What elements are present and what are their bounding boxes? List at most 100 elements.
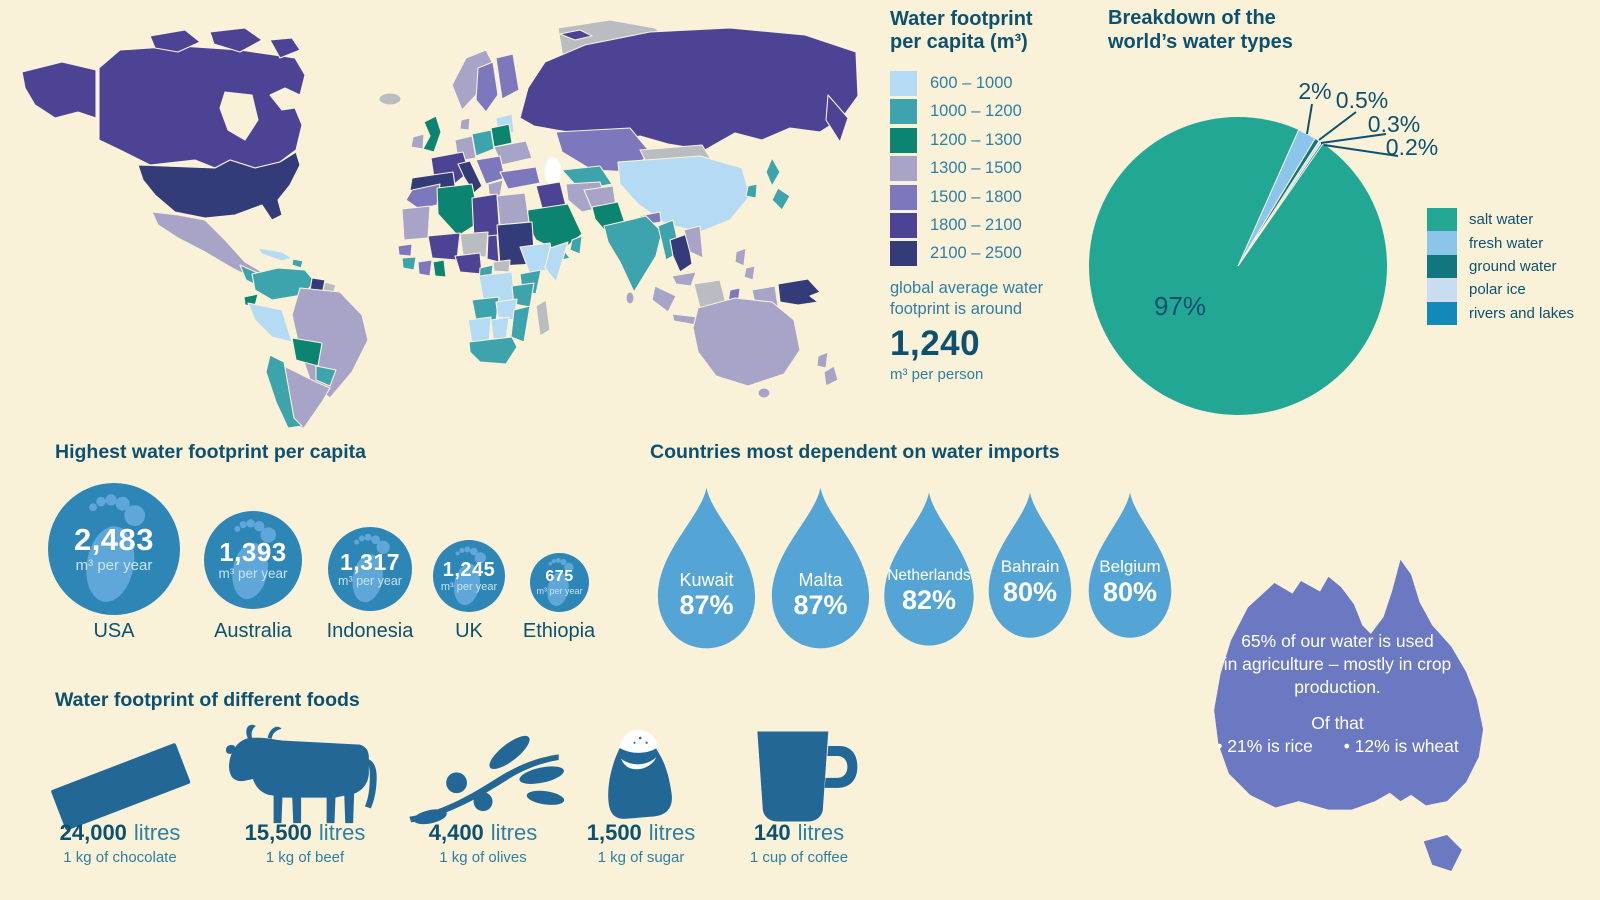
bullet-wheat: • 12% is wheat xyxy=(1343,736,1459,756)
footprint-circle-uk: 1,245 m³ per year xyxy=(433,540,505,612)
food-caption-sugar: 1 kg of sugar xyxy=(597,849,685,866)
food-number: 140 xyxy=(753,820,791,845)
food-number: 15,500 xyxy=(244,820,312,845)
foods-heading: Water footprint of different foods xyxy=(55,689,360,711)
drop-icon xyxy=(988,492,1072,638)
pie-legend: salt water fresh water ground water pola… xyxy=(1427,208,1574,325)
food-value-beef: 15,500 litres xyxy=(215,820,395,846)
legend-swatch xyxy=(890,241,917,267)
drop-country: Bahrain xyxy=(1000,557,1060,577)
food-caption-coffee: 1 cup of coffee xyxy=(749,849,849,866)
pie-legend-label: salt water xyxy=(1469,211,1534,229)
legend-range-label: 600 – 1000 xyxy=(930,74,1013,92)
pie-label-ground: 0.5% xyxy=(1336,87,1388,113)
drop-icon xyxy=(884,492,974,646)
footprint-country-indonesia: Indonesia xyxy=(326,620,414,642)
food-number: 1,500 xyxy=(586,820,642,845)
legend-swatch xyxy=(890,184,917,210)
legend-range-label: 1500 – 1800 xyxy=(930,187,1022,206)
food-caption-olives: 1 kg of olives xyxy=(439,849,527,866)
legend-item: 1500 – 1800 xyxy=(890,184,1100,210)
footprint-value: 1,317 xyxy=(339,548,401,575)
legend-swatch xyxy=(890,127,917,153)
footprint-circle-ethiopia: 675 m³ per year xyxy=(530,553,589,612)
pie-legend-swatch xyxy=(1427,231,1457,255)
legend-swatch xyxy=(890,156,917,182)
pie-label-fresh: 2% xyxy=(1298,78,1331,104)
drop-percent: 80% xyxy=(1102,576,1158,607)
footprint-unit: m³ per year xyxy=(218,566,288,582)
legend-item: 1800 – 2100 xyxy=(890,212,1100,238)
footprint-circle-indonesia: 1,317 m³ per year xyxy=(328,527,412,611)
food-value-sugar: 1,500 litres xyxy=(551,820,731,846)
pie-legend-swatch xyxy=(1427,301,1457,325)
continent-africa xyxy=(397,183,569,365)
world-map-choropleth xyxy=(21,19,859,429)
food-value-chocolate: 24,000 litres xyxy=(30,820,210,846)
australia-line: production. xyxy=(1294,677,1381,697)
legend-range-label: 1000 – 1200 xyxy=(930,102,1022,121)
footprint-country-australia: Australia xyxy=(214,620,292,642)
pie-label-salt: 97% xyxy=(1154,291,1206,321)
pie-legend-item: fresh water xyxy=(1427,231,1574,255)
food-number: 24,000 xyxy=(59,820,127,845)
footprints-heading: Highest water footprint per capita xyxy=(55,441,366,463)
footprint-icon xyxy=(352,533,390,603)
food-unit: litres xyxy=(648,820,696,845)
water-drop-kuwait: Kuwait 87% xyxy=(650,484,763,652)
water-drop-belgium: Belgium 80% xyxy=(1082,489,1178,641)
water-drop-malta: Malta 87% xyxy=(764,484,877,652)
food-caption-chocolate: 1 kg of chocolate xyxy=(63,849,177,866)
map-legend-items: 600 – 1000 1000 – 1200 1200 – 1300 1300 … xyxy=(890,71,1100,267)
food-unit: litres xyxy=(490,820,538,845)
footprint-icon xyxy=(546,557,574,606)
global-average-note: global average water footprint is around xyxy=(890,279,1044,319)
pie-legend-label: polar ice xyxy=(1469,281,1526,299)
food-value-olives: 4,400 litres xyxy=(393,820,573,846)
pie-legend-label: ground water xyxy=(1469,257,1557,275)
drop-percent: 87% xyxy=(793,590,848,621)
drop-icon xyxy=(657,487,756,649)
australia-line: in agriculture – mostly in crop xyxy=(1223,654,1452,674)
pie-label-rivers: 0.2% xyxy=(1386,134,1438,160)
map-legend-title: Water footprint per capita (m³) xyxy=(890,8,1033,53)
legend-range-label: 2100 – 2500 xyxy=(930,244,1022,263)
legend-item: 1200 – 1300 xyxy=(890,127,1100,153)
australia-shape xyxy=(1214,559,1484,872)
footprint-icon xyxy=(232,519,276,599)
continent-europe xyxy=(409,49,533,201)
drop-country: Netherlands xyxy=(887,567,971,585)
footprint-circle-australia: 1,393 m³ per year xyxy=(204,511,302,609)
footprint-country-uk: UK xyxy=(455,620,483,642)
continent-asia xyxy=(499,27,859,327)
footprint-value: 675 xyxy=(545,568,574,586)
drop-country: Malta xyxy=(798,569,843,590)
legend-swatch xyxy=(890,99,917,125)
legend-range-label: 1300 – 1500 xyxy=(930,159,1022,178)
australia-line: 65% of our water is used xyxy=(1241,631,1434,651)
global-average-value: 1,240 xyxy=(890,324,981,364)
continent-south-america xyxy=(243,267,369,429)
legend-range-label: 1800 – 2100 xyxy=(930,215,1022,234)
drop-icon xyxy=(1088,492,1172,638)
pie-legend-item: rivers and lakes xyxy=(1427,301,1574,325)
footprint-unit: m³ per year xyxy=(75,556,153,574)
pie-title: Breakdown of the world’s water types xyxy=(1108,7,1293,53)
footprint-circle-usa: 2,483 m³ per year xyxy=(48,483,180,615)
drop-percent: 80% xyxy=(1002,576,1058,607)
legend-range-label: 1200 – 1300 xyxy=(930,130,1022,149)
australia-bullets: • 21% is rice • 12% is wheat xyxy=(1175,735,1500,758)
water-drop-bahrain: Bahrain 80% xyxy=(982,489,1078,641)
food-unit: litres xyxy=(797,820,845,845)
footprint-country-usa: USA xyxy=(93,620,135,642)
cow-icon xyxy=(225,724,377,824)
footprint-icon xyxy=(453,545,486,605)
legend-swatch xyxy=(890,212,917,238)
footprint-icon xyxy=(85,493,145,602)
footprint-unit: m³ per year xyxy=(536,585,583,596)
water-types-pie-chart: 2% 0.5% 0.3% 0.2% 97% xyxy=(1089,78,1438,415)
continent-oceania xyxy=(692,297,839,399)
pie-legend-label: fresh water xyxy=(1469,234,1544,252)
drop-icon xyxy=(771,487,870,649)
continent-north-america xyxy=(21,19,683,289)
